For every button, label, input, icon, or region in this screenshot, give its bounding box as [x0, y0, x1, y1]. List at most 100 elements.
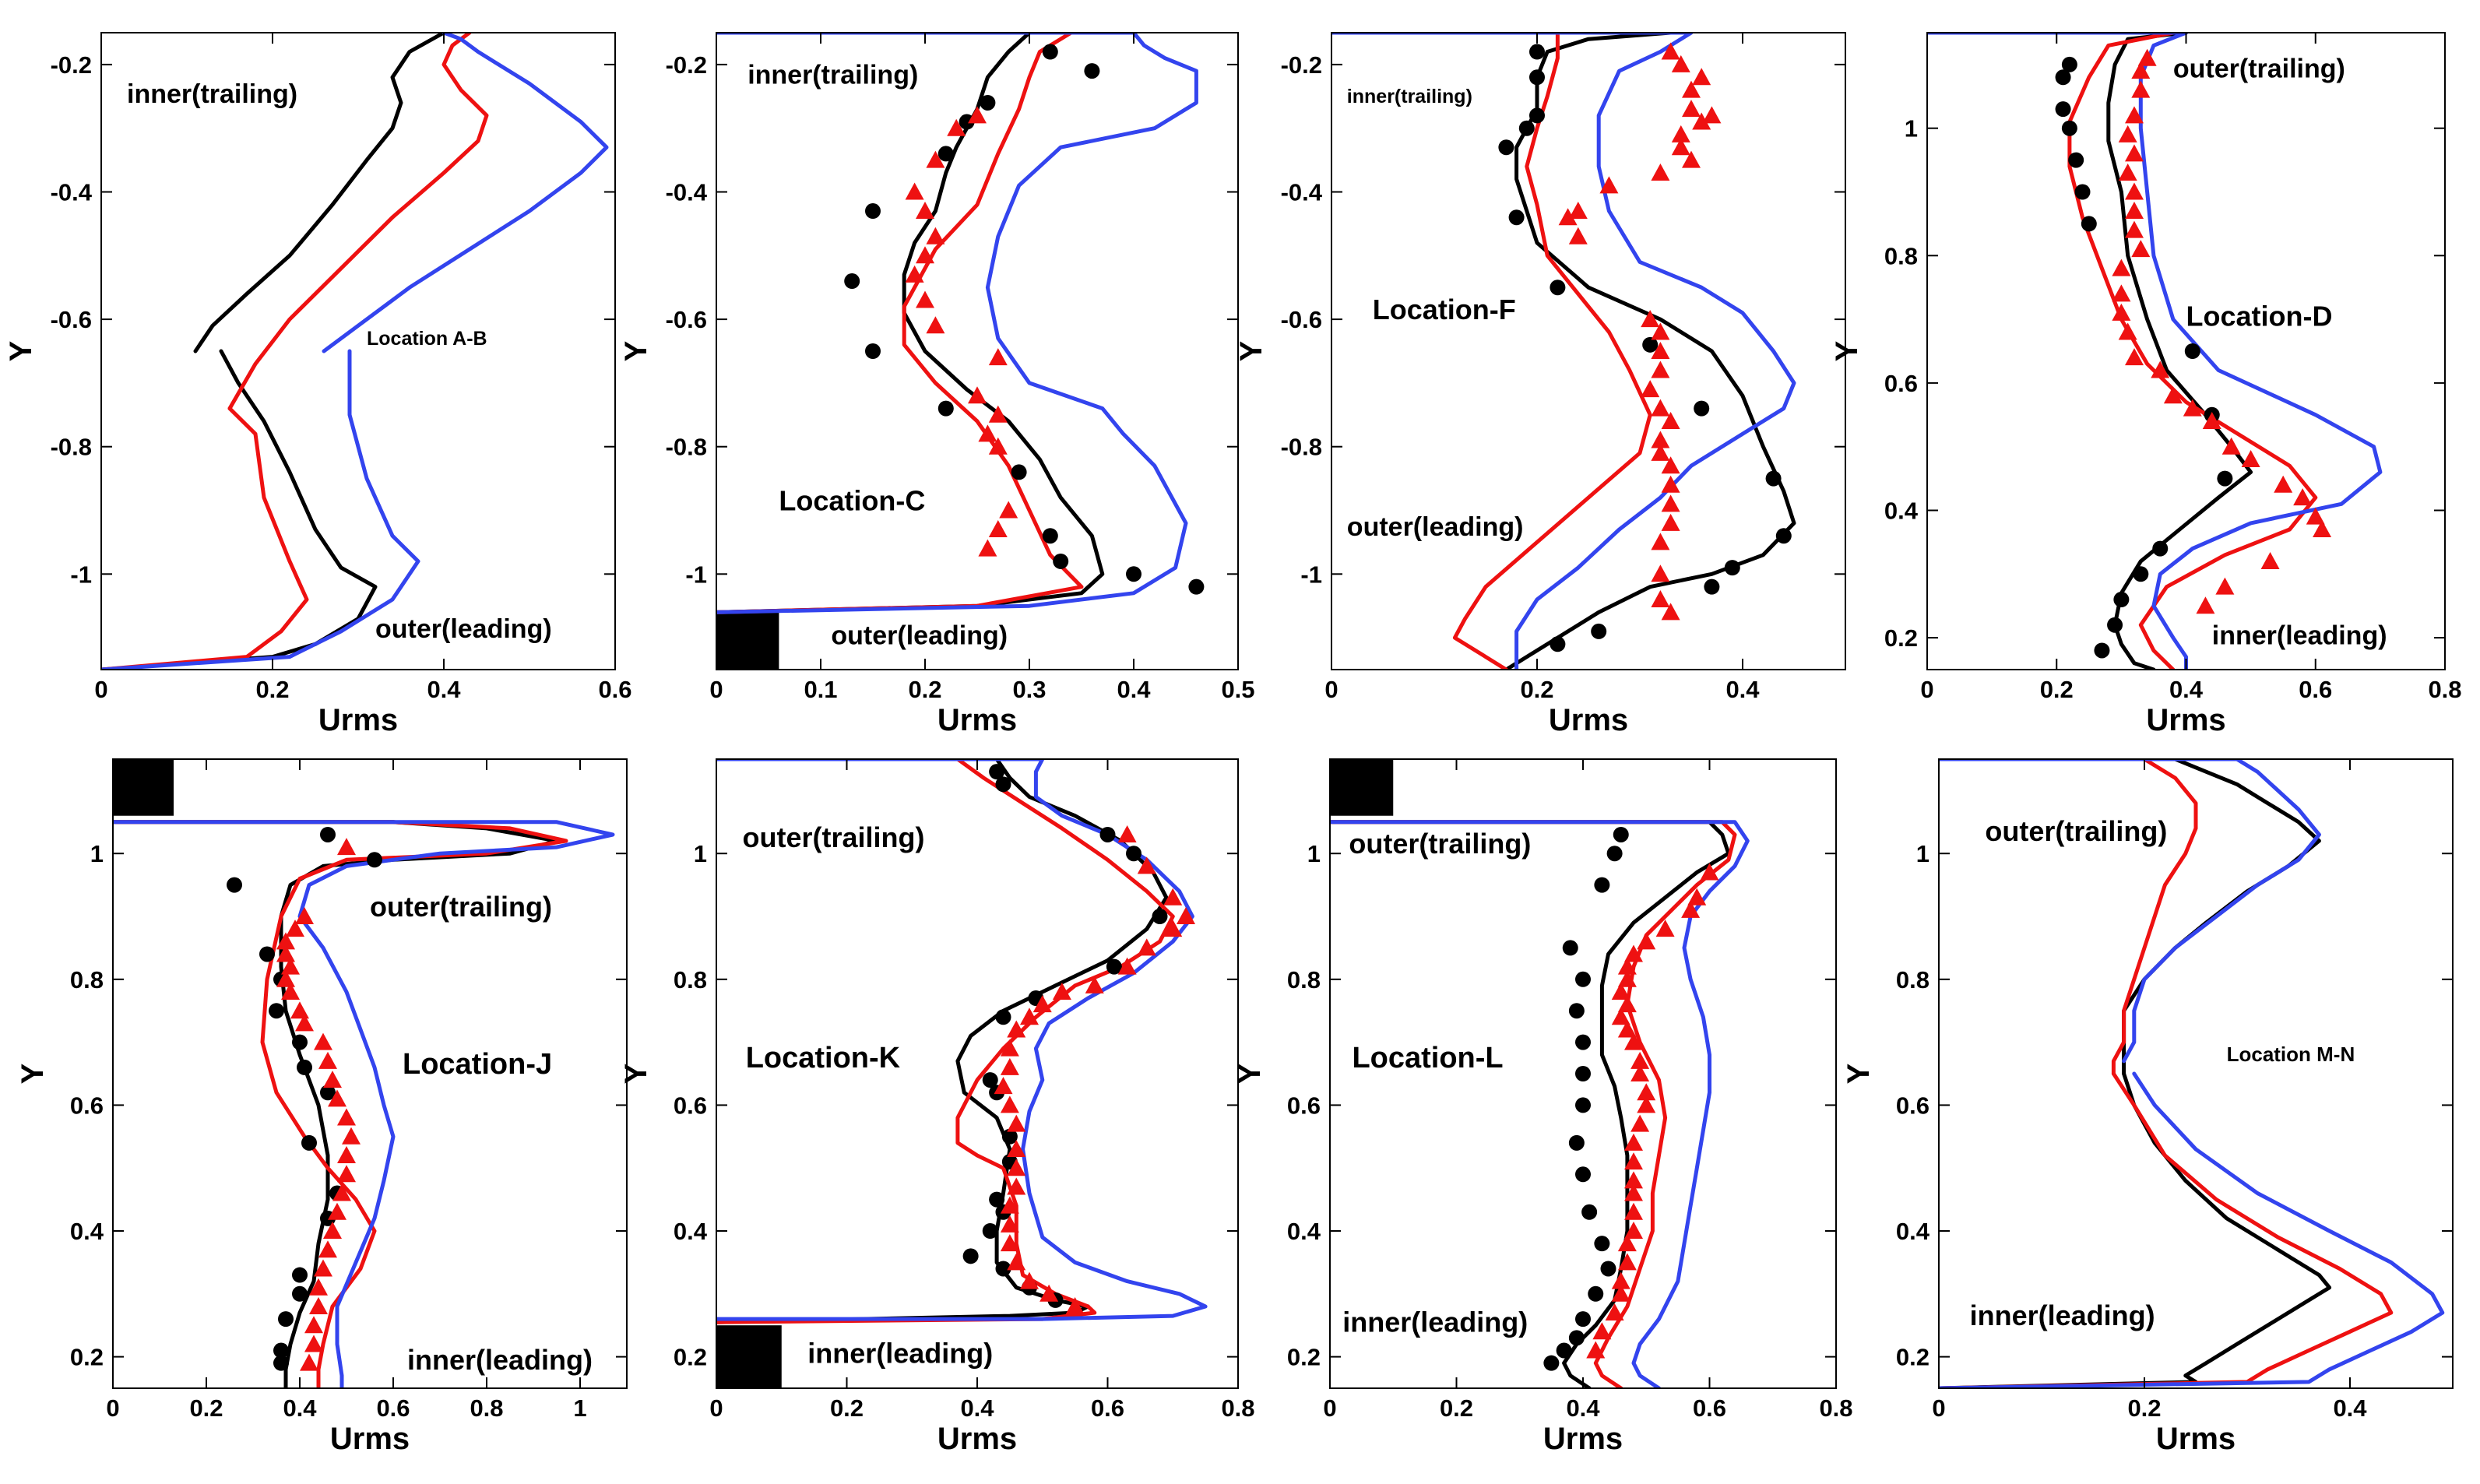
- data-point-circle: [292, 1267, 308, 1283]
- data-point-triangle: [1692, 112, 1711, 130]
- data-point-circle: [2068, 152, 2084, 168]
- x-tick-label: 0.8: [470, 1394, 503, 1422]
- data-point-triangle: [342, 1127, 361, 1145]
- data-point-triangle: [323, 1222, 342, 1239]
- data-point-circle: [278, 1311, 294, 1328]
- plot-area: [113, 759, 615, 1388]
- data-point-triangle: [1000, 1039, 1019, 1057]
- axes-frame: [1938, 758, 2454, 1389]
- data-point-triangle: [1052, 982, 1071, 1000]
- y-tick-label: 1: [1916, 840, 1929, 867]
- data-point-triangle: [1000, 1057, 1019, 1075]
- series-line-black: [1504, 33, 1796, 670]
- x-tick-label: 0.3: [1012, 676, 1046, 703]
- data-point-circle: [1562, 940, 1578, 956]
- data-point-triangle: [1661, 411, 1680, 429]
- data-point-circle: [1084, 63, 1100, 79]
- series-line-red-upper: [2111, 759, 2198, 1076]
- y-tick-label: 0.6: [1884, 370, 1918, 397]
- annotation-label: outer(leading): [1347, 512, 1524, 542]
- annotation-label: Location-K: [746, 1042, 901, 1074]
- data-point-triangle: [1611, 1284, 1630, 1302]
- data-point-triangle: [1702, 106, 1722, 124]
- data-point-triangle: [1007, 1177, 1026, 1195]
- data-point-triangle: [337, 1165, 356, 1183]
- data-point-triangle: [2221, 437, 2241, 455]
- series-line-black-lower: [101, 349, 378, 670]
- data-point-circle: [1053, 553, 1069, 569]
- x-tick-label: 0: [709, 676, 723, 703]
- axes-frame: [716, 32, 1239, 670]
- data-point-triangle: [1651, 163, 1670, 181]
- data-point-circle: [982, 1223, 998, 1239]
- series-line-red: [1330, 820, 1737, 1388]
- data-point-triangle: [304, 1335, 323, 1352]
- data-point-triangle: [916, 290, 934, 308]
- x-tick-label: 0.4: [2169, 676, 2204, 703]
- y-axis-label: Y: [619, 340, 653, 361]
- data-point-triangle: [916, 246, 934, 264]
- y-axis-label: Y: [619, 1063, 653, 1084]
- series-line-blue-upper: [322, 33, 609, 353]
- x-axis-label: Urms: [937, 703, 1017, 737]
- data-point-triangle: [2125, 106, 2144, 124]
- y-axis-label: Y: [1233, 1063, 1267, 1084]
- data-point-triangle: [1651, 431, 1670, 448]
- data-point-triangle: [1568, 202, 1588, 220]
- data-point-triangle: [1630, 1051, 1650, 1069]
- data-point-triangle: [1692, 68, 1711, 86]
- y-tick-label: 0.8: [70, 966, 104, 993]
- data-point-triangle: [988, 348, 1008, 366]
- data-point-circle: [292, 1034, 308, 1050]
- data-point-circle: [2061, 56, 2077, 72]
- data-point-circle: [1575, 1166, 1591, 1183]
- data-point-triangle: [1661, 603, 1680, 621]
- annotation-label: Location-D: [2186, 300, 2333, 332]
- data-point-triangle: [328, 1089, 346, 1107]
- x-axis-label: Urms: [937, 1422, 1017, 1456]
- data-point-circle: [1543, 1355, 1560, 1371]
- series-line-black-upper: [193, 33, 446, 353]
- data-point-circle: [1591, 623, 1607, 639]
- data-point-triangle: [2202, 411, 2221, 429]
- data-point-circle: [1694, 400, 1710, 417]
- axes-frame: [100, 32, 616, 670]
- data-point-triangle: [905, 182, 924, 200]
- y-tick-label: 0.4: [1896, 1218, 1930, 1245]
- x-tick-label: 0: [709, 1394, 723, 1422]
- x-tick-label: 0.4: [1117, 676, 1151, 703]
- y-axis-label: Y: [1830, 340, 1864, 361]
- data-point-triangle: [2215, 577, 2235, 595]
- x-tick-label: 0.1: [804, 676, 837, 703]
- data-point-triangle: [1117, 957, 1137, 975]
- data-point-circle: [2217, 470, 2233, 487]
- data-point-circle: [297, 1059, 312, 1075]
- data-point-triangle: [1671, 55, 1690, 72]
- data-point-circle: [1568, 1134, 1585, 1151]
- data-point-triangle: [1617, 995, 1637, 1013]
- y-tick-label: 0.2: [674, 1344, 707, 1371]
- data-point-circle: [1600, 1261, 1616, 1277]
- data-point-circle: [1011, 464, 1027, 480]
- data-point-triangle: [1163, 888, 1183, 906]
- x-tick-label: 0.2: [830, 1394, 864, 1422]
- plot-area: [716, 33, 1205, 670]
- chart-panel-K: 0 0.2 0.4 0.6 0.80.20.40.60.81UrmsYouter(tra…: [619, 758, 1255, 1456]
- x-tick-label: 0: [106, 1394, 119, 1422]
- data-point-circle: [1529, 69, 1545, 86]
- x-tick-label: 0: [1323, 1394, 1336, 1422]
- x-tick-label: 0.6: [1693, 1394, 1726, 1422]
- data-point-circle: [937, 146, 954, 162]
- data-point-triangle: [1651, 564, 1670, 582]
- data-point-triangle: [1682, 150, 1701, 168]
- data-point-circle: [2055, 101, 2071, 118]
- data-point-circle: [1126, 566, 1142, 582]
- data-point-triangle: [1637, 932, 1656, 950]
- data-point-triangle: [2125, 348, 2144, 366]
- y-axis-label: Y: [1842, 1063, 1876, 1084]
- annotation-label: outer(leading): [375, 614, 552, 644]
- data-point-circle: [1550, 280, 1566, 296]
- data-point-triangle: [309, 1278, 328, 1296]
- series-line-red-lower: [1939, 1071, 2394, 1388]
- data-point-triangle: [1592, 1322, 1612, 1340]
